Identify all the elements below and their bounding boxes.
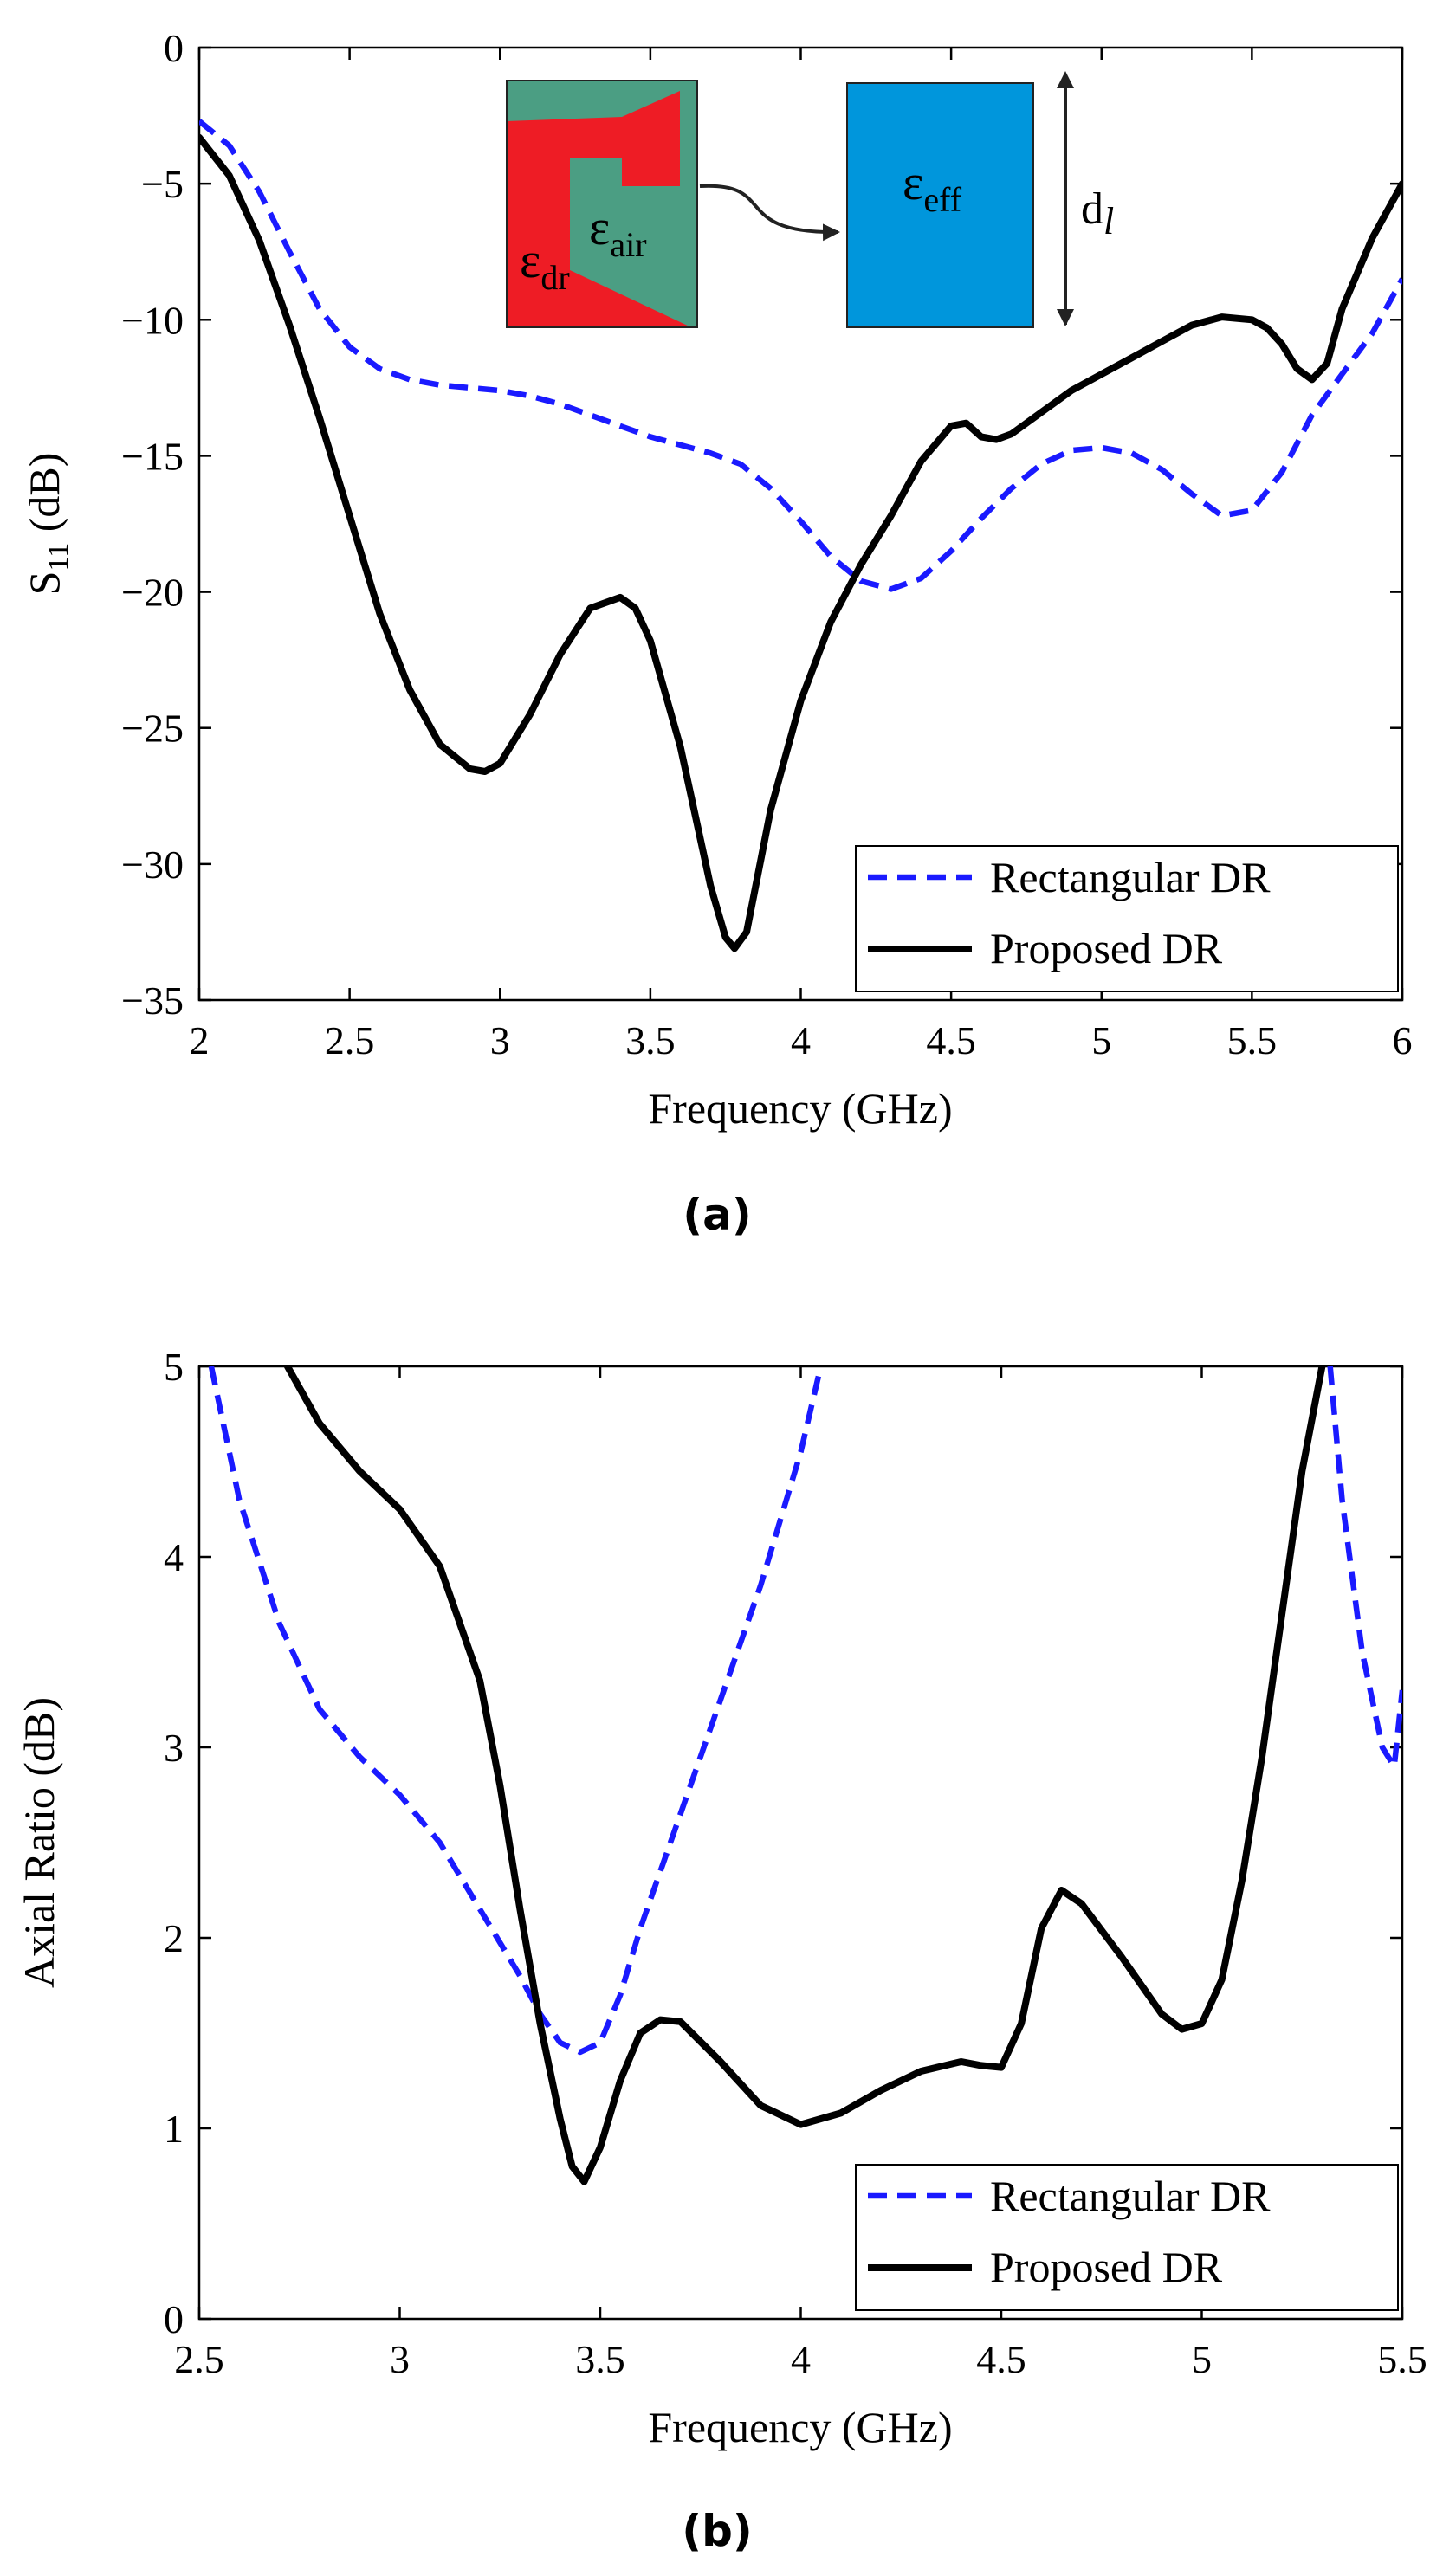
y-tick-label-b: 0	[164, 2297, 184, 2341]
x-tick-label-a: 4	[791, 1018, 811, 1062]
x-tick-label-a: 2.5	[325, 1018, 375, 1062]
y-tick-label-b: 2	[164, 1916, 184, 1960]
chart-panel-a: 2 2.5 3 3.5 4 4.5 5 5.5 6 0 −5 −10 −15 −20 −25 −30 −35 ε…	[20, 26, 1413, 1240]
y-tick-label-a: −5	[141, 162, 184, 206]
epsilon-air-label: εair	[589, 199, 647, 264]
x-tick-label-b: 2.5	[174, 2337, 224, 2381]
x-tick-label-b: 3.5	[575, 2337, 625, 2381]
y-tick-label-a: −20	[121, 571, 184, 615]
series-line-rectangular-a	[199, 119, 1402, 592]
x-tick-label-a: 5	[1091, 1018, 1111, 1062]
y-tick-label-b: 5	[164, 1345, 184, 1389]
y-axis-label-b: Axial Ratio (dB)	[15, 1697, 63, 1988]
y-tick-label-b: 4	[164, 1535, 184, 1579]
transform-arrow	[699, 184, 840, 242]
ticks-b: 2.5 3 3.5 4 4.5 5 5.5 0 1 2 3 4 5	[164, 1345, 1427, 2381]
ticks-a: 2 2.5 3 3.5 4 4.5 5 5.5 6 0 −5 −10 −15 −20 −25 −30 −35	[121, 26, 1412, 1062]
inset-diagram: εdr εair εeff dl	[506, 71, 1114, 328]
legend-b: Rectangular DR Proposed DR	[855, 2164, 1399, 2311]
epsilon-dr-label: εdr	[520, 232, 570, 297]
y-axis-label-a: S11 (dB)	[20, 453, 74, 596]
x-tick-label-b: 4.5	[976, 2337, 1026, 2381]
x-axis-label-a: Frequency (GHz)	[648, 1084, 952, 1133]
y-tick-label-a: 0	[164, 26, 184, 70]
y-tick-label-a: −35	[121, 978, 184, 1023]
legend-box-a	[855, 845, 1399, 992]
x-tick-label-b: 5.5	[1377, 2337, 1427, 2381]
eff-block	[846, 82, 1034, 328]
caption-b: (b)	[682, 2506, 753, 2556]
series-line-rectangular-b	[208, 1366, 824, 2056]
y-tick-label-b: 3	[164, 1726, 184, 1770]
air-strip-top	[507, 81, 697, 121]
dr-block-outline	[506, 80, 698, 328]
x-tick-label-b: 5	[1192, 2337, 1212, 2381]
x-tick-label-b: 4	[791, 2337, 811, 2381]
legend-label-rect-b: Rectangular DR	[990, 2172, 1271, 2220]
epsilon-eff-label: εeff	[903, 154, 962, 219]
y-tick-label-a: −25	[121, 707, 184, 751]
series-group-b	[208, 1366, 1402, 2185]
y-tick-label-a: −30	[121, 843, 184, 887]
legend-box-b	[855, 2164, 1399, 2311]
dl-label: dl	[1081, 184, 1114, 242]
series-line-proposed-b	[283, 1366, 1326, 2185]
caption-a: (a)	[683, 1190, 751, 1240]
x-tick-label-b: 3	[390, 2337, 410, 2381]
y-tick-label-a: −15	[121, 434, 184, 478]
x-tick-label-a: 4.5	[926, 1018, 976, 1062]
y-tick-label-b: 1	[164, 2107, 184, 2151]
x-tick-label-a: 3	[490, 1018, 510, 1062]
legend-a: Rectangular DR Proposed DR	[855, 845, 1399, 992]
legend-label-rect-a: Rectangular DR	[990, 853, 1271, 901]
chart-panel-b: 2.5 3 3.5 4 4.5 5 5.5 0 1 2 3 4 5 Rectangular DR Pro…	[15, 1345, 1427, 2556]
x-tick-label-a: 2	[190, 1018, 210, 1062]
legend-label-proposed-b: Proposed DR	[990, 2243, 1223, 2291]
legend-label-proposed-a: Proposed DR	[990, 924, 1223, 972]
air-region	[570, 81, 697, 327]
x-axis-label-b: Frequency (GHz)	[648, 2403, 952, 2451]
series-line-proposed-a	[199, 133, 1402, 952]
series-group-a	[199, 119, 1402, 952]
y-tick-label-a: −10	[121, 298, 184, 342]
x-tick-label-a: 6	[1393, 1018, 1413, 1062]
x-tick-label-a: 3.5	[625, 1018, 676, 1062]
series-line-rectangular-b	[1327, 1366, 1402, 1770]
x-tick-label-a: 5.5	[1227, 1018, 1278, 1062]
